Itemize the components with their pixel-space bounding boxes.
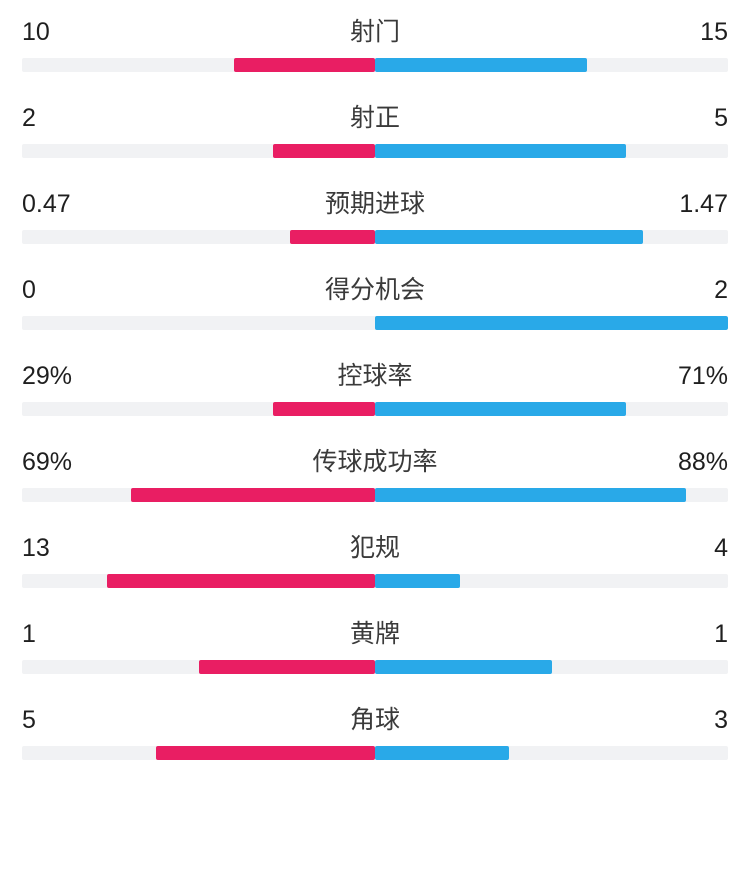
stat-bar-right-half — [375, 144, 728, 158]
stat-bar-right-half — [375, 488, 728, 502]
stat-value-right: 3 — [668, 706, 728, 735]
stat-label: 控球率 — [337, 356, 412, 392]
stat-bar-left-half — [22, 574, 375, 588]
stat-value-right: 88% — [668, 448, 728, 477]
stat-row: 0.47 预期进球 1.47 — [22, 184, 728, 244]
stat-bar-track — [22, 402, 728, 416]
stat-row: 2 射正 5 — [22, 98, 728, 158]
stat-bar-right-fill — [375, 316, 728, 330]
stat-bar-right-half — [375, 746, 728, 760]
stat-bar-track — [22, 58, 728, 72]
stat-bar-left-fill — [156, 746, 375, 760]
stat-label: 黄牌 — [350, 614, 400, 650]
stat-label: 射正 — [350, 98, 400, 134]
stat-bar-right-half — [375, 230, 728, 244]
stat-value-right: 15 — [668, 18, 728, 47]
match-stats-list: 10 射门 15 2 射正 5 0.47 预期进球 — [22, 12, 728, 760]
stat-bar-left-fill — [234, 58, 375, 72]
stat-bar-track — [22, 230, 728, 244]
stat-bar-left-fill — [199, 660, 376, 674]
stat-header: 1 黄牌 1 — [22, 614, 728, 650]
stat-header: 0 得分机会 2 — [22, 270, 728, 306]
stat-bar-right-fill — [375, 574, 460, 588]
stat-value-right: 1 — [668, 620, 728, 649]
stat-row: 1 黄牌 1 — [22, 614, 728, 674]
stat-bar-right-fill — [375, 488, 686, 502]
stat-bar-track — [22, 144, 728, 158]
stat-value-left: 29% — [22, 362, 82, 391]
stat-value-right: 1.47 — [668, 190, 728, 219]
stat-label: 预期进球 — [325, 184, 425, 220]
stat-value-left: 69% — [22, 448, 82, 477]
stat-row: 5 角球 3 — [22, 700, 728, 760]
stat-bar-right-fill — [375, 660, 552, 674]
stat-bar-left-fill — [273, 144, 375, 158]
stat-bar-right-fill — [375, 230, 643, 244]
stat-bar-left-half — [22, 316, 375, 330]
stat-bar-track — [22, 316, 728, 330]
stat-bar-right-half — [375, 316, 728, 330]
stat-row: 10 射门 15 — [22, 12, 728, 72]
stat-value-right: 4 — [668, 534, 728, 563]
stat-bar-left-half — [22, 230, 375, 244]
stat-value-left: 13 — [22, 534, 82, 563]
stat-value-right: 2 — [668, 276, 728, 305]
stat-bar-right-fill — [375, 402, 626, 416]
stat-label: 射门 — [350, 12, 400, 48]
stat-label: 得分机会 — [325, 270, 425, 306]
stat-header: 10 射门 15 — [22, 12, 728, 48]
stat-row: 0 得分机会 2 — [22, 270, 728, 330]
stat-bar-left-half — [22, 58, 375, 72]
stat-header: 29% 控球率 71% — [22, 356, 728, 392]
stat-bar-right-half — [375, 402, 728, 416]
stat-value-left: 2 — [22, 104, 82, 133]
stat-bar-track — [22, 660, 728, 674]
stat-bar-track — [22, 574, 728, 588]
stat-value-left: 0.47 — [22, 190, 82, 219]
stat-row: 69% 传球成功率 88% — [22, 442, 728, 502]
stat-header: 5 角球 3 — [22, 700, 728, 736]
stat-label: 犯规 — [350, 528, 400, 564]
stat-bar-left-half — [22, 144, 375, 158]
stat-bar-track — [22, 746, 728, 760]
stat-bar-left-half — [22, 660, 375, 674]
stat-bar-left-half — [22, 746, 375, 760]
stat-row: 13 犯规 4 — [22, 528, 728, 588]
stat-bar-left-fill — [107, 574, 375, 588]
stat-bar-left-fill — [273, 402, 375, 416]
stat-value-left: 10 — [22, 18, 82, 47]
stat-value-right: 71% — [668, 362, 728, 391]
stat-bar-left-fill — [290, 230, 375, 244]
stat-label: 传球成功率 — [312, 442, 437, 478]
stat-bar-left-half — [22, 488, 375, 502]
stat-value-left: 0 — [22, 276, 82, 305]
stat-header: 0.47 预期进球 1.47 — [22, 184, 728, 220]
stat-header: 13 犯规 4 — [22, 528, 728, 564]
stat-bar-right-fill — [375, 58, 587, 72]
stat-value-left: 5 — [22, 706, 82, 735]
stat-label: 角球 — [350, 700, 400, 736]
stat-bar-right-fill — [375, 144, 626, 158]
stat-header: 2 射正 5 — [22, 98, 728, 134]
stat-value-right: 5 — [668, 104, 728, 133]
stat-bar-right-half — [375, 58, 728, 72]
stat-value-left: 1 — [22, 620, 82, 649]
stat-bar-right-half — [375, 660, 728, 674]
stat-header: 69% 传球成功率 88% — [22, 442, 728, 478]
stat-row: 29% 控球率 71% — [22, 356, 728, 416]
stat-bar-right-fill — [375, 746, 509, 760]
stat-bar-left-fill — [131, 488, 375, 502]
stat-bar-left-half — [22, 402, 375, 416]
stat-bar-track — [22, 488, 728, 502]
stat-bar-right-half — [375, 574, 728, 588]
